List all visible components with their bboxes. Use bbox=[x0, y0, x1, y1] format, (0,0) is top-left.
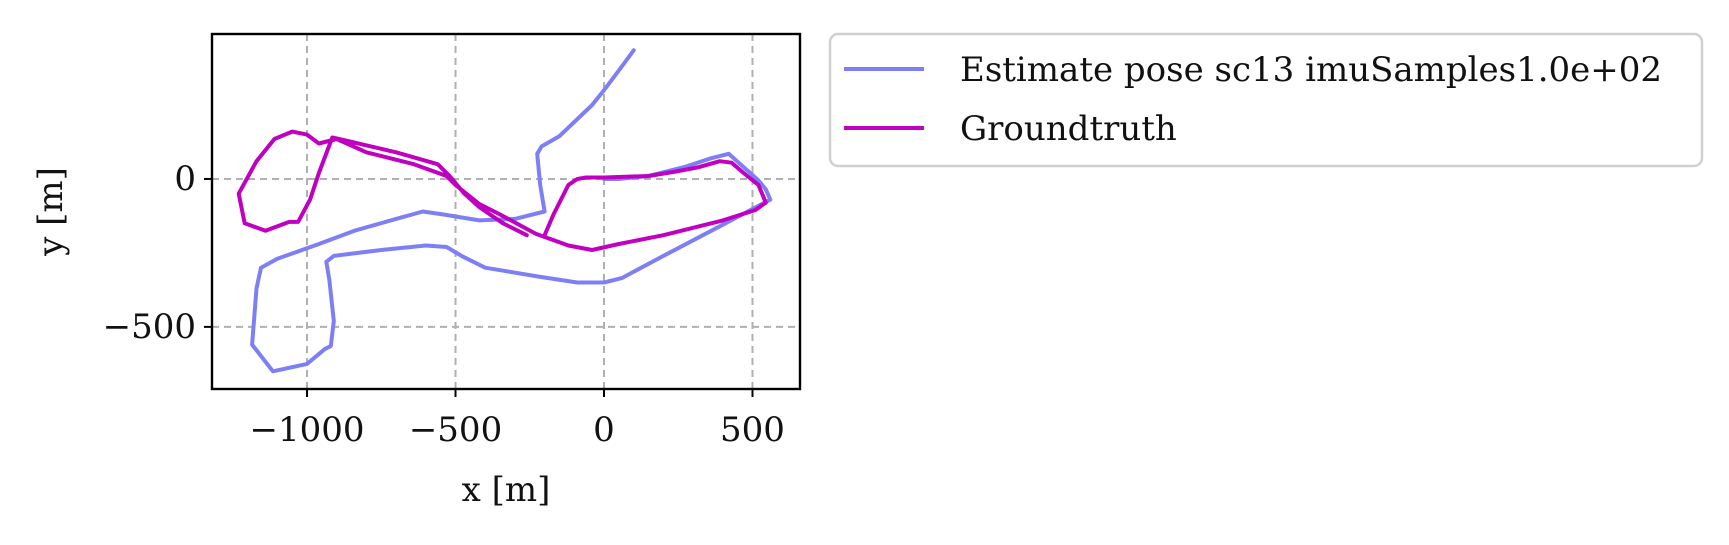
legend-box bbox=[828, 32, 1704, 168]
legend-label-1: Groundtruth bbox=[960, 109, 1177, 149]
plot-frame bbox=[210, 32, 802, 391]
series-lines bbox=[236, 48, 773, 374]
x-axis-label: x [m] bbox=[462, 470, 551, 510]
series-line-1 bbox=[236, 129, 768, 252]
y-axis-ticks: −500 0 bbox=[103, 159, 212, 347]
x-axis-ticks: −1000 −500 0 500 bbox=[250, 389, 785, 450]
x-tick-label: 0 bbox=[593, 410, 615, 450]
y-axis-label: y [m] bbox=[31, 167, 71, 257]
x-tick-label: −1000 bbox=[250, 410, 365, 450]
legend-label-0: Estimate pose sc13 imuSamples1.0e+02 bbox=[960, 50, 1662, 90]
x-tick-label: −500 bbox=[409, 410, 502, 450]
series-line-0 bbox=[250, 48, 773, 374]
legend-items: Estimate pose sc13 imuSamples1.0e+02 Grou… bbox=[844, 50, 1662, 149]
y-tick-label: 0 bbox=[174, 159, 196, 199]
grid bbox=[212, 34, 800, 389]
y-tick-label: −500 bbox=[103, 307, 196, 347]
x-tick-label: 500 bbox=[720, 410, 785, 450]
legend: Estimate pose sc13 imuSamples1.0e+02 Grou… bbox=[828, 32, 1704, 168]
